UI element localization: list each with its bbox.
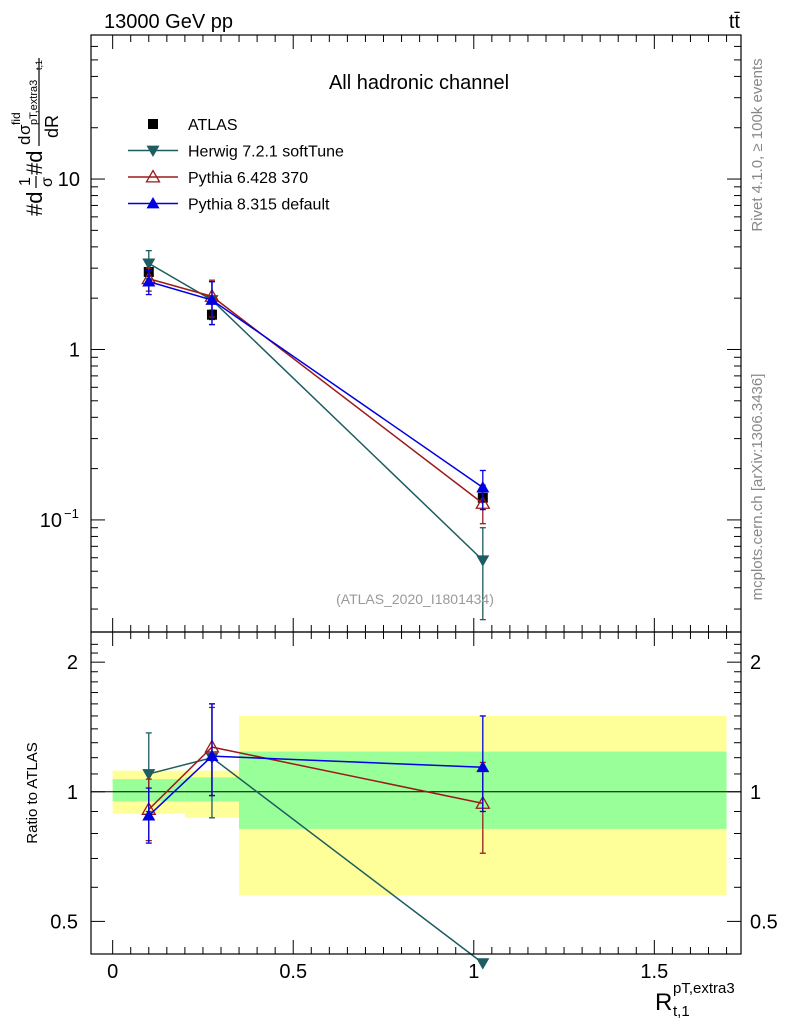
main-ytick-label-2: 10 xyxy=(40,510,62,532)
x-axis-label: R pT,extra3 t,1 xyxy=(655,980,735,1020)
ratio-panel-frame xyxy=(90,631,742,955)
legend-pythia-8-315-default-marker xyxy=(146,197,160,209)
ratio-herwig-7-2-1-softtune-point xyxy=(142,769,156,781)
main-pythia-8-315-default-line xyxy=(148,280,484,489)
xlabel-sup: pT,extra3 xyxy=(673,980,735,997)
ratio-pythia-8-315-default-point xyxy=(476,760,490,773)
energy-label: 13000 GeV pp xyxy=(104,11,233,33)
main-herwig-7-2-1-softtune-line xyxy=(148,262,484,561)
legend-atlas-marker xyxy=(148,119,158,129)
main-pythia-8-315-default-point xyxy=(476,480,490,493)
legend: ATLAS Herwig 7.2.1 softTune Pythia 6.428 3… xyxy=(128,117,344,214)
ratio-y-axis-label: Ratio to ATLAS xyxy=(24,742,41,843)
legend-herwig-7-2-1-softtune-marker xyxy=(146,145,160,157)
legend-herwig-7-2-1-softtune-label: Herwig 7.2.1 softTune xyxy=(188,144,344,161)
ratio-pythia-8-315-default-point xyxy=(205,749,219,762)
main-pythia-8-315-default-point xyxy=(142,275,156,287)
ratio-ytick-label-right-1: 1 xyxy=(750,782,761,804)
main-ytick-label-1: 1 xyxy=(69,339,80,361)
main-herwig-7-2-1-softtune-point xyxy=(142,258,156,270)
legend-pythia-6-428-370-marker xyxy=(145,169,161,183)
ratio-panel-bands xyxy=(112,715,727,896)
ylabel-d-num: d xyxy=(15,136,34,145)
ylabel-sigma: σ xyxy=(39,177,56,187)
xlabel-R: R xyxy=(655,989,672,1016)
ratio-pythia-8-315-default-point xyxy=(142,809,156,821)
ylabel-fid: fid xyxy=(9,112,23,125)
ylabel-pt-extra3: pT,extra3 xyxy=(28,80,40,125)
ylabel-d2: #d xyxy=(22,151,47,175)
main-ytick-exponent-2: −1 xyxy=(64,506,79,521)
xtick-label-0: 0 xyxy=(107,961,118,983)
ratio-ytick-label-right-0: 2 xyxy=(750,652,761,674)
ratio-panel-series xyxy=(141,703,491,970)
analysis-tag: (ATLAS_2020_I1801434) xyxy=(336,591,494,607)
xlabel-sub: t,1 xyxy=(673,1003,690,1020)
main-panel-series xyxy=(141,250,491,621)
main-pythia-8-315-default-point xyxy=(205,293,219,305)
main-ytick-label-0: 10 xyxy=(58,169,80,191)
axis-ticks xyxy=(91,34,741,954)
ylabel-dR: dR xyxy=(42,115,62,138)
legend-pythia-8-315-default-label: Pythia 8.315 default xyxy=(188,197,330,214)
ylabel-sigma-num: σ xyxy=(15,124,34,135)
ratio-herwig-7-2-1-softtune-point xyxy=(476,958,490,970)
ylabel-one: 1 xyxy=(17,177,34,186)
main-panel-title: All hadronic channel xyxy=(329,72,509,94)
legend-atlas-label: ATLAS xyxy=(188,117,238,134)
process-label: tt̄ xyxy=(729,11,741,33)
legend-pythia-6-428-370-label: Pythia 6.428 370 xyxy=(188,170,308,187)
main-y-axis-label: #d 1 σ #d d σ fid pT,extra3 t,1 dR xyxy=(9,58,62,216)
xtick-label-1: 0.5 xyxy=(279,961,307,983)
ylabel-d1: #d xyxy=(22,192,47,216)
ratio-ytick-label-left-0: 2 xyxy=(67,652,78,674)
xtick-label-2: 1 xyxy=(468,961,479,983)
ratio-ytick-label-left-2: 0.5 xyxy=(50,911,78,933)
ratio-ytick-label-right-2: 0.5 xyxy=(750,911,778,933)
mcplots-label: mcplots.cern.ch [arXiv:1306.3436] xyxy=(749,374,766,601)
main-herwig-7-2-1-softtune-point xyxy=(476,555,490,567)
xtick-label-3: 1.5 xyxy=(640,961,668,983)
rivet-version-label: Rivet 4.1.0, ≥ 100k events xyxy=(749,58,766,231)
ratio-ytick-label-left-1: 1 xyxy=(67,782,78,804)
main-pythia-6-428-370-line xyxy=(148,278,484,505)
